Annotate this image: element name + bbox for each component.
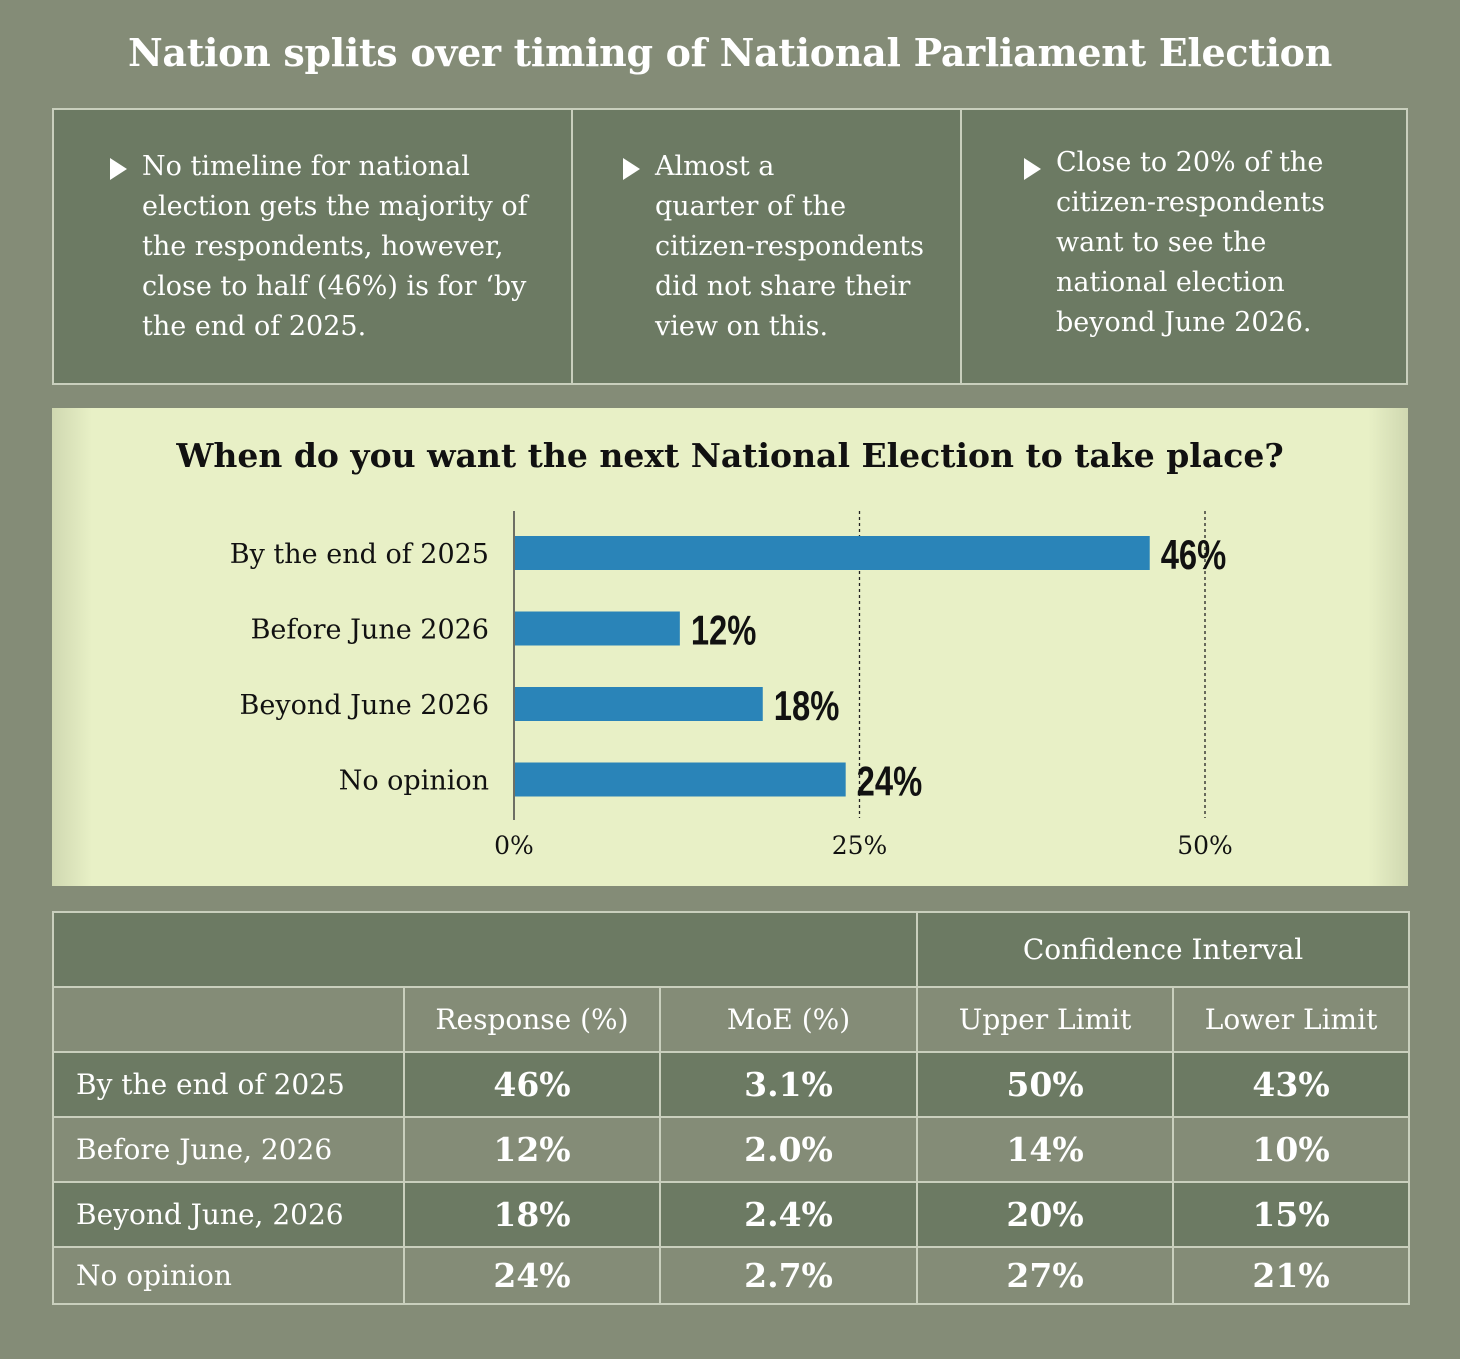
category-label: No opinion — [339, 766, 489, 797]
column-header-lower-limit: Lower Limit — [1172, 986, 1411, 1053]
highlight-line: citizen-respondents — [1056, 187, 1325, 218]
category-label: Before June 2026 — [251, 615, 489, 646]
lower-limit-value: 21% — [1172, 1246, 1411, 1305]
row-label: By the end of 2025 — [52, 1051, 405, 1118]
moe-value: 3.1% — [658, 1051, 919, 1118]
highlight-line: national election — [1056, 267, 1285, 298]
highlight-line: Close to 20% of the — [1056, 147, 1324, 178]
response-value: 18% — [403, 1181, 661, 1248]
highlight-line: beyond June 2026. — [1056, 307, 1312, 338]
triangle-bullet-icon — [1024, 158, 1041, 180]
x-tick-label: 50% — [1177, 831, 1233, 860]
column-header-response: Response (%) — [403, 986, 661, 1053]
highlight-box-1: No timeline for national election gets t… — [54, 110, 571, 383]
page-title: Nation splits over timing of National Pa… — [127, 30, 1333, 75]
lower-limit-value: 15% — [1172, 1181, 1411, 1248]
data-label: 12% — [691, 607, 757, 654]
response-value: 46% — [403, 1051, 661, 1118]
lower-limit-value: 43% — [1172, 1051, 1411, 1118]
column-header-upper-limit: Upper Limit — [916, 986, 1175, 1053]
table-row: No opinion 24% 2.7% 27% 21% — [52, 1246, 1411, 1305]
x-tick-label: 25% — [832, 831, 888, 860]
lower-limit-value: 10% — [1172, 1116, 1411, 1183]
table-group-header-row: Confidence Interval — [51, 911, 1411, 988]
highlight-line: election gets the majority of — [142, 191, 528, 222]
confidence-interval-header: Confidence Interval — [916, 911, 1411, 988]
chart-panel: When do you want the next National Elect… — [52, 408, 1408, 886]
category-label: Beyond June 2026 — [240, 690, 489, 721]
triangle-bullet-icon — [110, 158, 127, 180]
moe-value: 2.7% — [658, 1246, 919, 1305]
data-label: 18% — [774, 682, 840, 729]
highlight-text-3: Close to 20% of the citizen-respondents … — [1056, 143, 1396, 343]
moe-value: 2.0% — [658, 1116, 919, 1183]
table-row: Before June, 2026 12% 2.0% 14% 10% — [52, 1116, 1411, 1183]
data-label: 24% — [857, 758, 923, 805]
bar — [515, 611, 680, 646]
highlight-line: No timeline for national — [142, 151, 470, 182]
upper-limit-value: 27% — [916, 1246, 1175, 1305]
bar-chart: By the end of 2025 46% Before June 2026 12%… — [230, 511, 1233, 860]
response-value: 12% — [403, 1116, 661, 1183]
table-column-header-row: Response (%) MoE (%) Upper Limit Lower L… — [52, 986, 1411, 1053]
row-label: Beyond June, 2026 — [52, 1181, 405, 1248]
bar — [515, 687, 763, 721]
highlight-line: view on this. — [655, 311, 829, 342]
highlight-line: quarter of the — [655, 191, 847, 222]
highlight-text-2: Almost a quarter of the citizen-responde… — [655, 147, 955, 347]
highlight-line: the respondents, however, — [142, 231, 504, 262]
row-label: Before June, 2026 — [52, 1116, 405, 1183]
highlight-line: citizen-respondents — [655, 231, 924, 262]
upper-limit-value: 50% — [916, 1051, 1175, 1118]
data-table: Confidence Interval Response (%) MoE (%)… — [51, 911, 1411, 1305]
highlight-box-2: Almost a quarter of the citizen-responde… — [571, 110, 960, 383]
table-header-blank — [51, 911, 919, 988]
moe-value: 2.4% — [658, 1181, 919, 1248]
upper-limit-value: 14% — [916, 1116, 1175, 1183]
highlight-line: the end of 2025. — [142, 311, 367, 342]
response-value: 24% — [403, 1246, 661, 1305]
panel-shade-left — [52, 408, 92, 886]
category-label: By the end of 2025 — [230, 539, 489, 570]
highlight-line: close to half (46%) is for ‘by — [142, 271, 527, 302]
table-header-blank — [52, 986, 405, 1053]
row-label: No opinion — [52, 1246, 405, 1305]
chart-title: When do you want the next National Elect… — [176, 436, 1284, 475]
upper-limit-value: 20% — [916, 1181, 1175, 1248]
x-tick-label: 0% — [494, 831, 534, 860]
highlights-panel: No timeline for national election gets t… — [52, 108, 1408, 385]
panel-shade-right — [1368, 408, 1408, 886]
table-row: By the end of 2025 46% 3.1% 50% 43% — [52, 1051, 1411, 1118]
highlight-line: did not share their — [655, 271, 911, 302]
bar — [515, 536, 1150, 570]
column-header-moe: MoE (%) — [658, 986, 919, 1053]
highlight-text-1: No timeline for national election gets t… — [142, 147, 552, 347]
table-row: Beyond June, 2026 18% 2.4% 20% 15% — [52, 1181, 1411, 1248]
highlight-line: want to see the — [1056, 227, 1267, 258]
highlight-line: Almost a — [655, 151, 775, 182]
triangle-bullet-icon — [623, 158, 640, 180]
bar — [515, 762, 846, 797]
highlight-box-3: Close to 20% of the citizen-respondents … — [960, 110, 1406, 383]
data-label: 46% — [1161, 531, 1227, 578]
